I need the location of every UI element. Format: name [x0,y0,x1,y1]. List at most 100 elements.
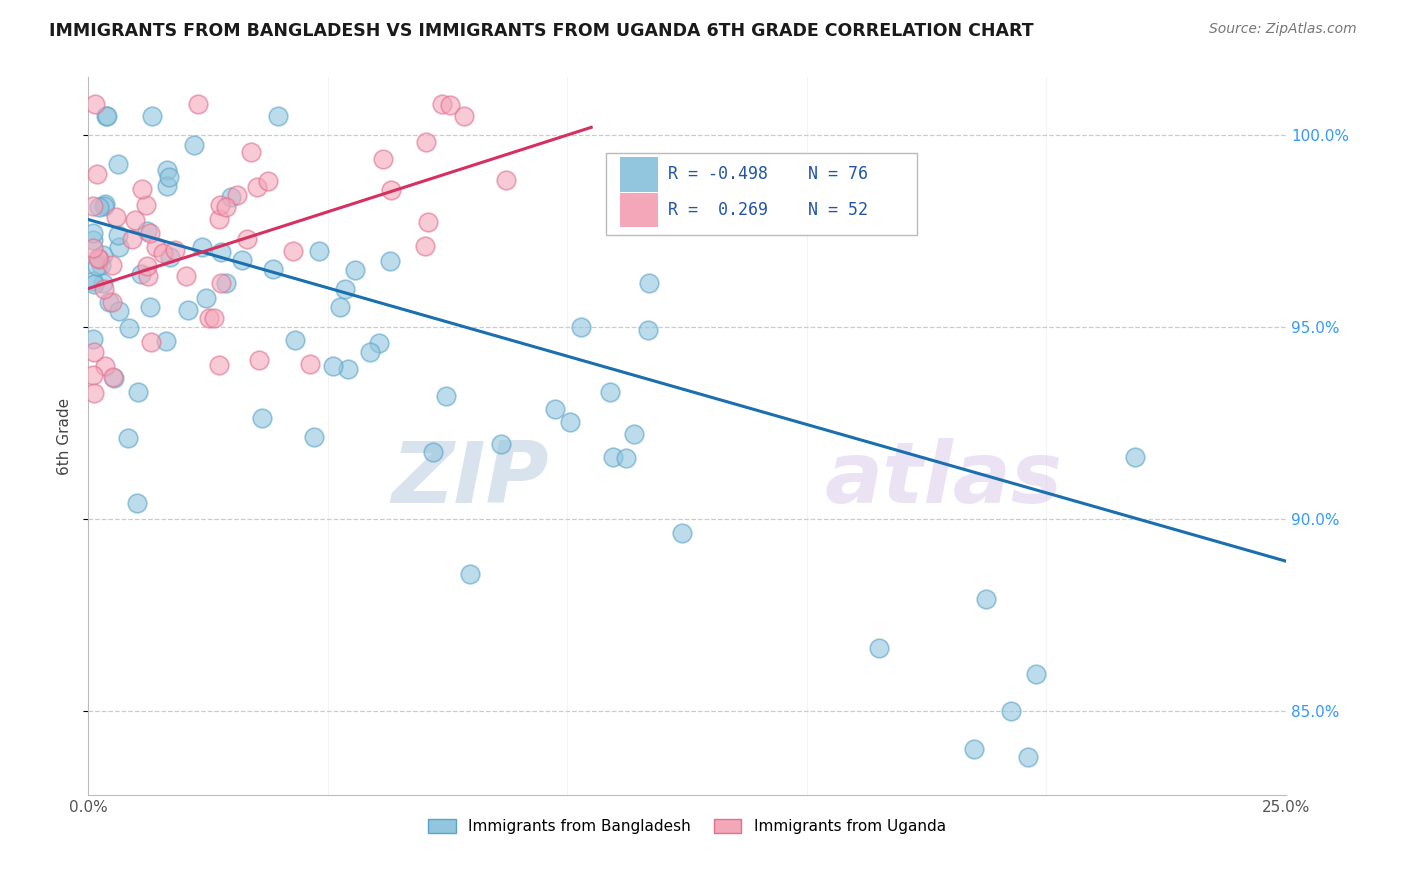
Point [93,199,115,213]
FancyBboxPatch shape [606,153,917,235]
Point [94,109,117,123]
Point [83,345,105,359]
Point [208,198,231,212]
Point [637,277,659,291]
Point [214,200,236,214]
Point [215,276,238,290]
Point [569,319,592,334]
Point [82,226,104,240]
Point [139,300,162,314]
Point [302,430,325,444]
Point [124,212,146,227]
Point [145,240,167,254]
Text: R =  0.269    N = 52: R = 0.269 N = 52 [668,202,868,219]
Point [84,97,107,112]
Point [202,311,225,326]
Point [209,245,232,260]
Point [165,244,187,258]
Point [380,253,402,268]
Point [141,109,163,123]
Point [246,180,269,194]
Point [380,183,402,197]
Point [136,223,159,237]
Point [86,259,108,273]
Point [343,263,366,277]
Point [333,282,356,296]
Point [117,321,139,335]
Point [281,244,304,258]
Point [208,358,231,372]
FancyBboxPatch shape [620,193,658,227]
Point [129,267,152,281]
Point [125,496,148,510]
FancyBboxPatch shape [620,157,658,192]
Point [298,358,321,372]
Point [1123,450,1146,464]
Point [868,640,890,655]
Point [139,226,162,240]
Y-axis label: 6th Grade: 6th Grade [58,398,72,475]
Point [139,334,162,349]
Point [262,262,284,277]
Point [103,370,125,384]
Point [250,411,273,425]
Point [90,258,112,272]
Point [82,274,104,288]
Point [87,251,110,265]
Point [367,335,389,350]
Point [187,97,209,112]
Point [152,245,174,260]
Point [97,294,120,309]
Point [136,269,159,284]
Point [544,401,567,416]
Point [82,332,104,346]
Point [82,368,104,382]
Point [602,450,624,464]
Point [257,174,280,188]
Point [94,359,117,373]
Point [131,182,153,196]
Point [415,135,437,149]
Point [156,163,179,178]
Point [413,238,436,252]
Text: ZIP: ZIP [392,438,550,521]
Point [107,227,129,242]
Point [127,385,149,400]
Point [225,188,247,202]
Point [434,388,457,402]
Point [86,168,108,182]
Point [82,241,104,255]
Point [89,200,111,214]
Point [101,369,124,384]
Point [93,282,115,296]
Point [614,450,637,465]
Point [101,258,124,272]
Point [155,334,177,348]
Point [108,304,131,318]
Point [373,152,395,166]
Point [416,215,439,229]
Point [176,303,198,318]
Point [156,179,179,194]
Point [491,436,513,450]
Point [1000,704,1022,718]
Point [96,109,118,123]
Point [101,294,124,309]
Point [267,109,290,123]
Point [422,444,444,458]
Point [82,233,104,247]
Point [135,198,157,212]
Point [117,431,139,445]
Text: Source: ZipAtlas.com: Source: ZipAtlas.com [1209,22,1357,37]
Point [231,253,253,268]
Point [190,239,212,253]
Point [236,232,259,246]
Point [560,416,582,430]
Point [219,190,242,204]
Point [671,525,693,540]
Legend: Immigrants from Bangladesh, Immigrants from Uganda: Immigrants from Bangladesh, Immigrants f… [429,820,946,834]
Point [247,353,270,368]
Point [963,742,986,756]
Point [159,250,181,264]
Point [329,300,352,314]
